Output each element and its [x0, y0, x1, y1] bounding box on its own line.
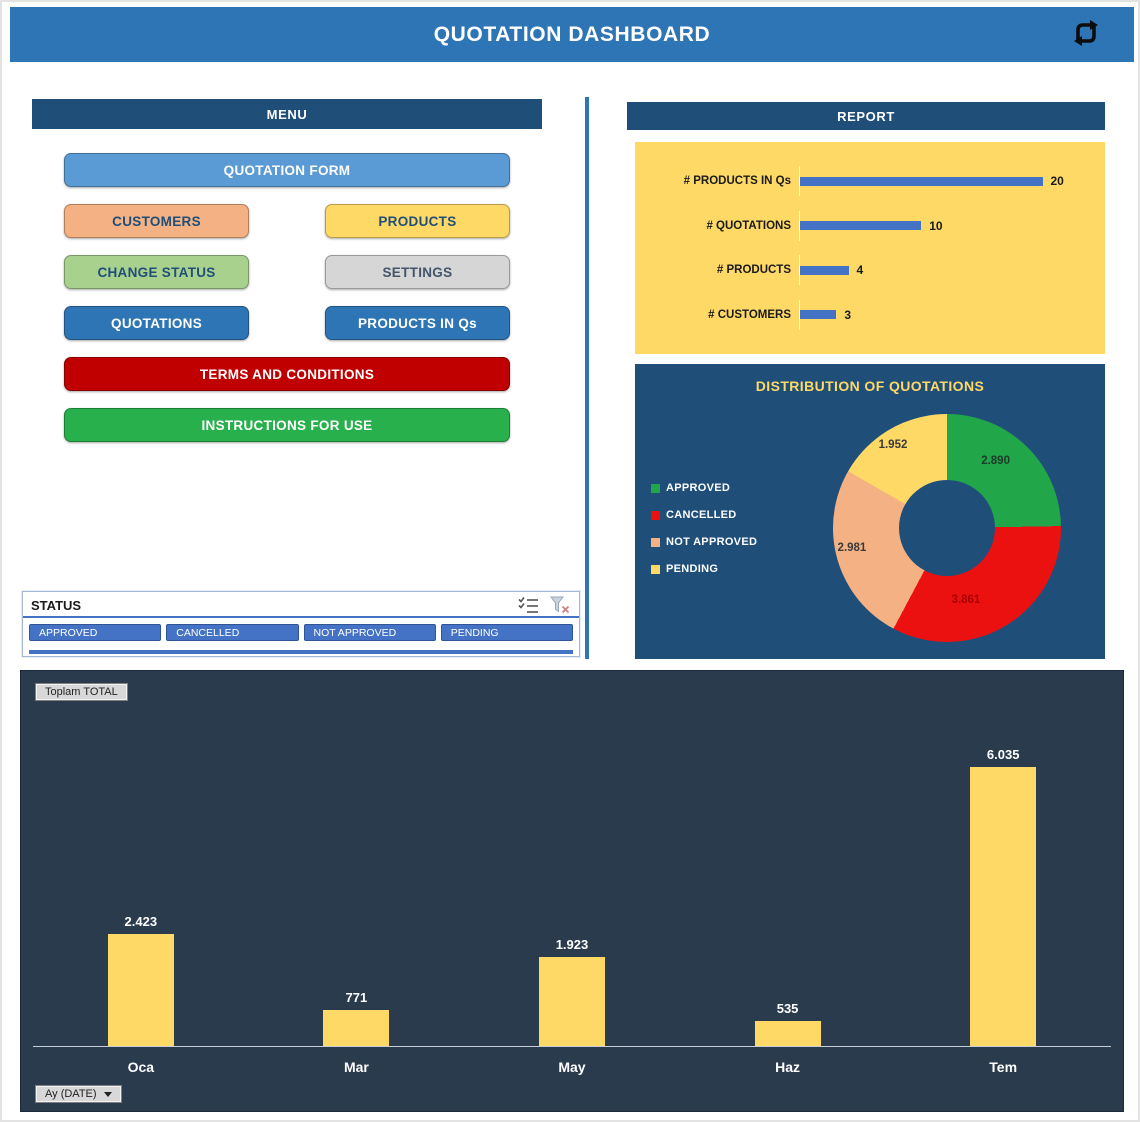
distribution-legend: APPROVED CANCELLED NOT APPROVED PENDING: [651, 482, 757, 590]
status-slicer-title: STATUS: [31, 597, 82, 613]
menu-button-quotation-form[interactable]: QUOTATION FORM: [64, 153, 510, 187]
sync-arrows-icon: [1066, 13, 1106, 58]
monthly-column: 535: [680, 727, 896, 1046]
legend-label: PENDING: [666, 563, 719, 575]
axis-category-label: May: [558, 1059, 586, 1075]
menu-button-settings[interactable]: SETTINGS: [324, 255, 510, 289]
page-title: QUOTATION DASHBOARD: [433, 22, 711, 46]
report-panel-header: REPORT: [627, 102, 1105, 130]
multi-select-icon[interactable]: [518, 596, 540, 614]
report-bar: [800, 221, 922, 231]
legend-item: APPROVED: [651, 482, 757, 494]
monthly-bar-value: 1.923: [555, 937, 589, 952]
status-slicer: STATUS: [22, 591, 580, 657]
report-category-label: # CUSTOMERS: [708, 308, 791, 321]
donut-value-label: 3.861: [951, 594, 981, 607]
menu-button-change-status[interactable]: CHANGE STATUS: [64, 255, 250, 289]
status-slicer-items: APPROVED CANCELLED NOT APPROVED PENDING: [23, 618, 579, 641]
monthly-column: 771: [249, 727, 465, 1046]
menu-button-instructions-for-use[interactable]: INSTRUCTIONS FOR USE: [64, 408, 510, 442]
app-header: QUOTATION DASHBOARD: [10, 7, 1134, 62]
report-bar-plot: 10: [799, 210, 1091, 241]
series-field-label: Toplam TOTAL: [45, 686, 118, 698]
monthly-bar: [107, 934, 174, 1046]
report-bar-row: # QUOTATIONS 10: [649, 210, 1091, 241]
vertical-divider: [585, 97, 589, 659]
axis-field-button[interactable]: Ay (DATE): [35, 1085, 122, 1103]
menu-button-products-in-qs[interactable]: PRODUCTS IN Qs: [324, 306, 510, 340]
slicer-item-not-approved[interactable]: NOT APPROVED: [303, 624, 436, 641]
clear-filter-icon[interactable]: [550, 596, 571, 614]
donut-value-label: 1.952: [878, 439, 908, 452]
menu-button-products[interactable]: PRODUCTS: [324, 204, 510, 238]
legend-item: PENDING: [651, 563, 757, 575]
donut-value-label: 2.981: [837, 541, 867, 554]
legend-item: NOT APPROVED: [651, 536, 757, 548]
donut-value-label: 2.890: [981, 455, 1010, 468]
slicer-item-approved[interactable]: APPROVED: [29, 624, 162, 641]
report-bar-value: 10: [929, 218, 943, 233]
axis-category-label: Haz: [775, 1059, 801, 1075]
donut-chart: 2.890 3.861 2.981 1.952: [833, 414, 1061, 642]
report-bar: [800, 265, 849, 275]
monthly-bar: [970, 767, 1037, 1046]
monthly-bar: [323, 1010, 390, 1046]
legend-swatch: [651, 537, 660, 547]
dropdown-arrow-icon: [103, 1091, 112, 1097]
monthly-column: 1.923: [464, 727, 680, 1046]
report-bar-value: 20: [1050, 174, 1064, 189]
report-bar-value: 3: [844, 307, 852, 322]
report-category-label: # QUOTATIONS: [706, 219, 791, 232]
slicer-overflow-strip: [29, 650, 573, 654]
report-chart: # PRODUCTS IN Qs 20 # QUOTATIONS 10 # PR…: [635, 142, 1105, 354]
legend-label: NOT APPROVED: [666, 536, 758, 548]
distribution-panel: DISTRIBUTION OF QUOTATIONS APPROVED CANC…: [635, 364, 1105, 659]
axis-category-label: Oca: [127, 1059, 155, 1075]
report-category-label: # PRODUCTS: [716, 264, 791, 277]
report-bar-value: 4: [856, 263, 864, 278]
refresh-button[interactable]: [1064, 13, 1108, 57]
monthly-bar: [538, 957, 605, 1046]
status-slicer-header: STATUS: [23, 592, 579, 618]
legend-swatch: [651, 564, 660, 574]
slicer-item-pending[interactable]: PENDING: [440, 624, 573, 641]
legend-swatch: [651, 510, 660, 520]
monthly-bar: [754, 1021, 821, 1046]
menu-panel-header: MENU: [32, 99, 542, 129]
slicer-item-cancelled[interactable]: CANCELLED: [166, 624, 299, 641]
axis-category-label: Tem: [989, 1059, 1018, 1075]
distribution-title: DISTRIBUTION OF QUOTATIONS: [755, 378, 985, 394]
menu-panel: QUOTATION FORM CUSTOMERS PRODUCTS CHANGE…: [32, 129, 542, 459]
menu-button-customers[interactable]: CUSTOMERS: [64, 204, 250, 238]
monthly-axis-labels: Oca Mar May Haz Tem: [33, 1059, 1111, 1075]
report-bar: [800, 176, 1043, 186]
report-bar-plot: 20: [799, 166, 1091, 197]
axis-category-label: Mar: [343, 1059, 369, 1075]
monthly-bar-value: 535: [776, 1001, 799, 1016]
monthly-chart-panel: Toplam TOTAL 2.423 771 1.923 535 6.035: [20, 670, 1124, 1112]
monthly-plot-area: 2.423 771 1.923 535 6.035: [33, 727, 1111, 1047]
legend-label: CANCELLED: [666, 509, 737, 521]
donut-hole: [899, 480, 995, 576]
report-bar-plot: 3: [799, 299, 1091, 330]
report-bar-plot: 4: [799, 255, 1091, 286]
report-bar-row: # CUSTOMERS 3: [649, 299, 1091, 330]
report-bar: [800, 310, 837, 320]
monthly-bar-value: 2.423: [124, 914, 158, 929]
monthly-column: 6.035: [895, 727, 1111, 1046]
series-field-button[interactable]: Toplam TOTAL: [35, 683, 128, 701]
monthly-bar-value: 771: [345, 990, 368, 1005]
report-category-label: # PRODUCTS IN Qs: [683, 175, 791, 188]
legend-item: CANCELLED: [651, 509, 757, 521]
report-bar-row: # PRODUCTS IN Qs 20: [649, 166, 1091, 197]
monthly-column: 2.423: [33, 727, 249, 1046]
axis-field-label: Ay (DATE): [45, 1088, 97, 1100]
legend-swatch: [651, 483, 660, 493]
menu-button-terms-and-conditions[interactable]: TERMS AND CONDITIONS: [64, 357, 510, 391]
menu-button-quotations[interactable]: QUOTATIONS: [64, 306, 250, 340]
report-bar-row: # PRODUCTS 4: [649, 255, 1091, 286]
monthly-bar-value: 6.035: [986, 747, 1020, 762]
legend-label: APPROVED: [666, 482, 731, 494]
